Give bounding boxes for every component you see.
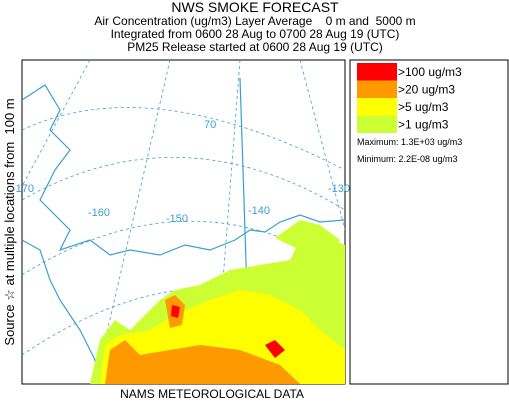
legend-label: >20 ug/m3 <box>398 82 455 96</box>
side-label: Source ☆ at multiple locations from 100 … <box>2 98 17 345</box>
legend: Maximum: 1.3E+03 ug/m3 Minimum: 2.2E-08 … <box>349 59 509 385</box>
legend-label: >5 ug/m3 <box>398 100 449 114</box>
subtitle: PM25 Release started at 0600 28 Aug 19 (… <box>127 40 382 54</box>
smoke-area <box>171 305 180 318</box>
map-label: -160 <box>88 207 110 219</box>
legend-maximum: Maximum: 1.3E+03 ug/m3 <box>357 137 462 147</box>
grid-line <box>299 60 345 231</box>
smoke-area <box>265 340 285 358</box>
legend-label: >1 ug/m3 <box>398 117 449 131</box>
map: -170 -160 -150 -140 -130 70 <box>12 59 350 385</box>
legend-swatch <box>357 80 397 98</box>
map-label: -130 <box>328 183 350 195</box>
legend-swatch <box>357 115 397 133</box>
legend-minimum: Minimum: 2.2E-08 ug/m3 <box>357 154 458 164</box>
subtitle: Integrated from 0600 28 Aug to 0700 28 A… <box>111 27 400 41</box>
map-label: -170 <box>12 183 34 195</box>
legend-label: >100 ug/m3 <box>398 65 462 79</box>
map-label: -150 <box>166 213 188 225</box>
legend-swatch <box>357 98 397 116</box>
footer: NAMS METEOROLOGICAL DATA <box>120 387 304 401</box>
subtitle: Air Concentration (ug/m3) Layer Average … <box>94 14 415 28</box>
smoke-area <box>105 340 300 384</box>
coastline <box>22 84 345 256</box>
map-label: -140 <box>248 205 270 217</box>
title: NWS SMOKE FORECAST <box>171 0 339 15</box>
coastline <box>22 239 101 384</box>
legend-swatch <box>357 63 397 81</box>
smoke-area <box>275 220 340 255</box>
grid-line <box>22 60 91 188</box>
map-label: 70 <box>204 119 216 131</box>
